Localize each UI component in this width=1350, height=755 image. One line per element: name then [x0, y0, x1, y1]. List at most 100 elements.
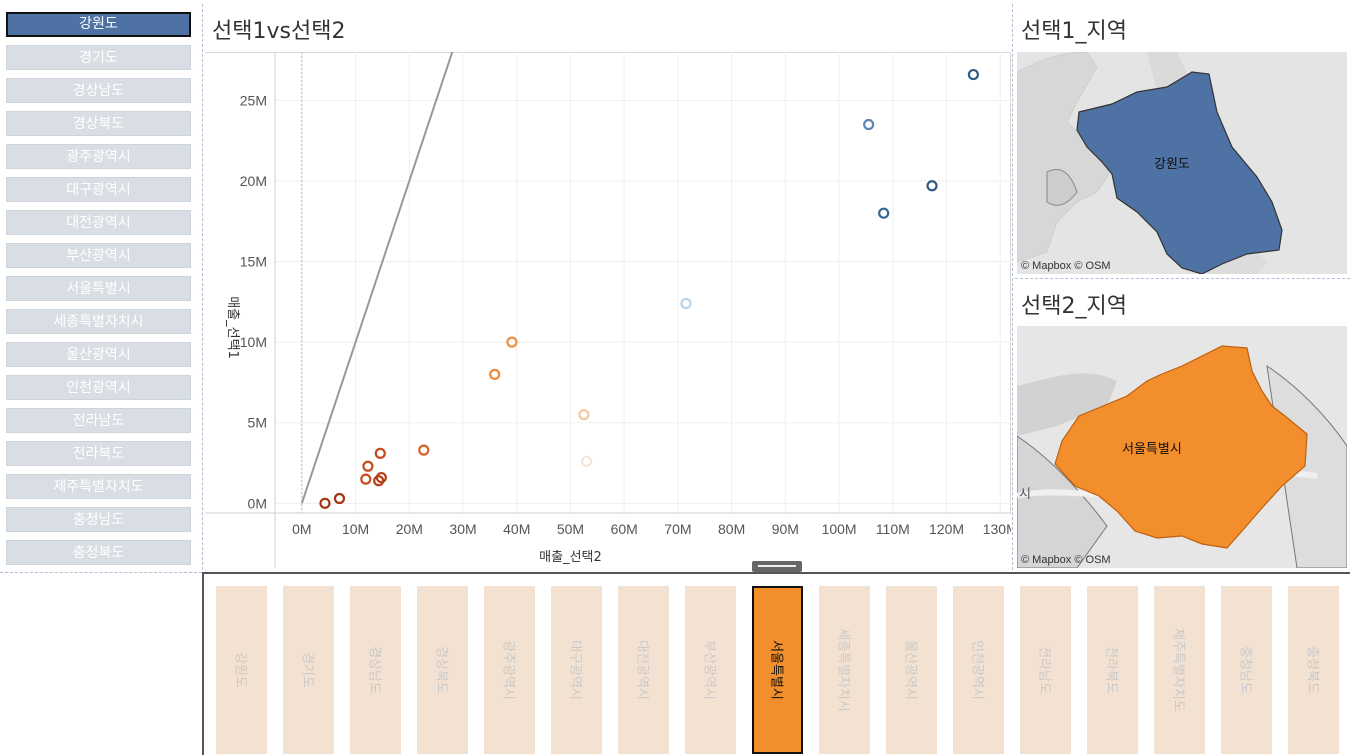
region-filter-tile[interactable]: 울산광역시	[886, 586, 937, 754]
region-filter-tile[interactable]: 대구광역시	[551, 586, 602, 754]
map1-title: 선택1_지역	[1021, 19, 1127, 44]
data-point[interactable]	[578, 409, 590, 421]
region-filter-item[interactable]: 광주광역시	[6, 144, 191, 169]
x-tick-label: 110M	[876, 521, 910, 537]
plot-background	[205, 52, 1011, 568]
data-point[interactable]	[878, 207, 890, 219]
region-filter-item[interactable]: 세종특별자치시	[6, 309, 191, 334]
region-filter-tile-label: 충청남도	[1237, 646, 1252, 694]
region-filter-tile[interactable]: 충청북도	[1288, 586, 1339, 754]
region-filter-tile-label: 서울특별시	[768, 640, 783, 700]
data-point[interactable]	[374, 447, 386, 459]
region-filter-tile-label: 경기도	[299, 652, 314, 688]
x-tick-label: 60M	[611, 521, 638, 537]
region-filter-tile[interactable]: 경상북도	[417, 586, 468, 754]
region-filter-item[interactable]: 충청북도	[6, 540, 191, 565]
data-point[interactable]	[580, 455, 593, 468]
map1-region-label: 강원도	[1154, 157, 1190, 172]
x-axis-title: 매출_선택2	[539, 550, 602, 565]
data-point[interactable]	[967, 68, 979, 81]
map2-region-label: 서울특별시	[1122, 442, 1182, 457]
data-point[interactable]	[333, 492, 346, 505]
region-filter-tile-label: 강원도	[232, 652, 247, 688]
map1-view[interactable]: 강원도 © Mapbox © OSM	[1017, 52, 1347, 274]
y-tick-label: 15M	[240, 254, 267, 270]
region-filter-tile-label: 제주특별자치도	[1170, 628, 1185, 712]
region-shape-seoul[interactable]	[1054, 345, 1308, 549]
divider-maps	[1015, 278, 1350, 279]
region-filter-tile-label: 경상남도	[366, 646, 381, 694]
region-filter-tile-label: 전라남도	[1036, 646, 1051, 694]
y-axis-title: 매출_선택1	[225, 296, 240, 359]
region-filter-item[interactable]: 경기도	[6, 45, 191, 70]
region-filter-list-2	[202, 572, 1350, 755]
data-point[interactable]	[319, 497, 331, 509]
divider-left	[202, 4, 203, 570]
region-filter-tile[interactable]: 세종특별자치시	[819, 586, 870, 754]
region-filter-tile-label: 부산광역시	[701, 640, 716, 700]
region-filter-item[interactable]: 대전광역시	[6, 210, 191, 235]
scatter-chart[interactable]: 0M 10M 20M 30M 40M 50M 60M 70M 80M 90M 100M 110M 120…	[205, 52, 1011, 568]
region-shape-gangwon[interactable]	[1076, 71, 1283, 274]
x-tick-label: 0M	[292, 521, 311, 537]
y-tick-label: 20M	[240, 173, 267, 189]
region-filter-item[interactable]: 서울특별시	[6, 276, 191, 301]
region-filter-item[interactable]: 부산광역시	[6, 243, 191, 268]
region-filter-tile[interactable]: 전라남도	[1020, 586, 1071, 754]
region-filter-tile[interactable]: 부산광역시	[685, 586, 736, 754]
y-tick-label: 10M	[240, 334, 267, 350]
divider-bottom-left	[0, 572, 202, 573]
region-filter-item[interactable]: 경상남도	[6, 78, 191, 103]
region-filter-item[interactable]: 대구광역시	[6, 177, 191, 202]
region-filter-tile[interactable]: 서울특별시	[752, 586, 803, 754]
region-filter-tile[interactable]: 인천광역시	[953, 586, 1004, 754]
region-filter-item[interactable]: 전라북도	[6, 441, 191, 466]
region-filter-tile[interactable]: 제주특별자치도	[1154, 586, 1205, 754]
x-tick-label: 90M	[772, 521, 799, 537]
region-filter-tile[interactable]: 경상남도	[350, 586, 401, 754]
region-filter-item[interactable]: 경상북도	[6, 111, 191, 136]
data-point[interactable]	[863, 118, 875, 131]
resize-handle[interactable]	[752, 561, 802, 572]
data-point[interactable]	[489, 368, 501, 380]
region-filter-tile-label: 전라북도	[1103, 646, 1118, 694]
scatter-title: 선택1vs선택2	[212, 19, 346, 44]
region-filter-item[interactable]: 울산광역시	[6, 342, 191, 367]
region-filter-item[interactable]: 제주특별자치도	[6, 474, 191, 499]
region-filter-tile[interactable]: 강원도	[216, 586, 267, 754]
region-filter-tile[interactable]: 전라북도	[1087, 586, 1138, 754]
y-tick-label: 5M	[248, 415, 267, 431]
region-filter-tile[interactable]: 대전광역시	[618, 586, 669, 754]
data-point[interactable]	[418, 444, 430, 456]
map2-canvas	[1017, 326, 1347, 568]
map1-canvas	[1017, 52, 1347, 274]
data-point[interactable]	[680, 297, 692, 310]
data-point[interactable]	[362, 460, 374, 472]
y-tick-label: 0M	[248, 495, 267, 511]
x-tick-label: 70M	[664, 521, 691, 537]
data-point[interactable]	[506, 336, 518, 348]
map2-view[interactable]: 서울특별시 시 © Mapbox © OSM	[1017, 326, 1347, 568]
x-tick-label: 40M	[503, 521, 530, 537]
x-tick-label: 50M	[557, 521, 584, 537]
region-filter-item[interactable]: 전라남도	[6, 408, 191, 433]
x-tick-label: 80M	[718, 521, 745, 537]
data-point[interactable]	[926, 180, 938, 192]
map1-credit: © Mapbox © OSM	[1021, 260, 1111, 272]
region-filter-item[interactable]: 인천광역시	[6, 375, 191, 400]
y-tick-label: 25M	[240, 92, 267, 108]
region-filter-tile-label: 울산광역시	[902, 640, 917, 700]
region-filter-item[interactable]: 강원도	[6, 12, 191, 37]
data-point[interactable]	[373, 475, 385, 487]
region-filter-tile[interactable]: 경기도	[283, 586, 334, 754]
x-tick-label: 20M	[396, 521, 423, 537]
region-filter-tile-label: 대구광역시	[567, 640, 582, 700]
x-tick-label: 100M	[822, 521, 857, 537]
region-filter-tile-label: 광주광역시	[500, 640, 515, 700]
region-filter-item[interactable]: 충청남도	[6, 507, 191, 532]
x-tick-label: 130M	[983, 521, 1011, 537]
region-filter-tile[interactable]: 충청남도	[1221, 586, 1272, 754]
data-point[interactable]	[360, 473, 372, 485]
region-filter-tile[interactable]: 광주광역시	[484, 586, 535, 754]
